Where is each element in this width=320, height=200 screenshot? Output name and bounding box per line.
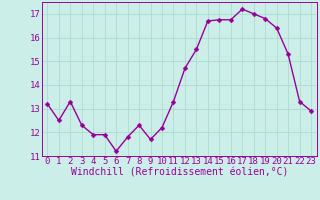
X-axis label: Windchill (Refroidissement éolien,°C): Windchill (Refroidissement éolien,°C) [70, 168, 288, 178]
